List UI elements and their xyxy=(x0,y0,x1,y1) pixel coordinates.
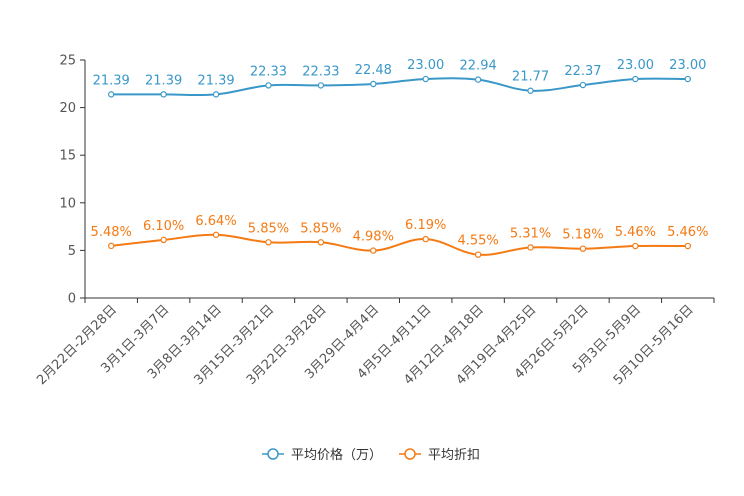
data-label-discount: 5.85% xyxy=(300,221,341,236)
y-tick-label: 15 xyxy=(59,149,76,164)
data-point-price[interactable] xyxy=(317,82,325,89)
data-label-discount: 4.98% xyxy=(353,230,394,245)
data-point-price[interactable] xyxy=(370,80,377,88)
data-label-discount: 5.18% xyxy=(562,228,603,243)
data-label-discount: 5.46% xyxy=(615,225,656,240)
data-point-price[interactable] xyxy=(527,87,534,94)
data-label-price: 23.00 xyxy=(669,58,706,73)
data-point-discount[interactable] xyxy=(265,239,272,246)
data-label-discount: 4.55% xyxy=(457,234,498,249)
y-tick-label: 20 xyxy=(59,101,76,116)
legend-marker-discount xyxy=(404,448,416,460)
data-label-discount: 5.46% xyxy=(667,225,708,240)
data-label-discount: 5.85% xyxy=(248,221,289,236)
data-label-price: 22.48 xyxy=(355,63,392,78)
data-label-price: 22.37 xyxy=(564,64,601,79)
data-point-discount[interactable] xyxy=(684,242,691,250)
data-label-price: 22.94 xyxy=(460,59,497,74)
data-point-discount[interactable] xyxy=(527,244,534,251)
data-label-price: 21.77 xyxy=(512,70,549,85)
data-label-price: 23.00 xyxy=(407,58,444,73)
data-point-discount[interactable] xyxy=(632,242,639,250)
data-point-discount[interactable] xyxy=(370,247,377,254)
data-point-discount[interactable] xyxy=(474,251,482,258)
data-point-price[interactable] xyxy=(422,75,429,83)
y-tick-label: 0 xyxy=(68,292,76,307)
legend-label-discount[interactable]: 平均折扣 xyxy=(428,448,480,463)
legend-marker-price xyxy=(267,448,279,460)
y-tick-label: 10 xyxy=(59,196,76,211)
series-line-discount xyxy=(111,233,688,256)
data-label-discount: 5.48% xyxy=(91,225,132,240)
data-point-discount[interactable] xyxy=(579,245,587,252)
data-label-discount: 6.64% xyxy=(195,214,236,229)
legend-label-price[interactable]: 平均价格（万） xyxy=(291,447,382,463)
data-point-price[interactable] xyxy=(684,75,691,83)
data-point-discount[interactable] xyxy=(317,239,325,246)
y-tick-label: 5 xyxy=(68,244,76,259)
data-label-price: 21.39 xyxy=(93,73,130,88)
data-label-price: 22.33 xyxy=(250,64,287,79)
data-point-price[interactable] xyxy=(474,76,482,83)
data-label-discount: 5.31% xyxy=(510,226,551,241)
data-point-discount[interactable] xyxy=(160,236,167,244)
data-point-price[interactable] xyxy=(212,91,220,98)
data-label-discount: 6.10% xyxy=(143,219,184,234)
y-tick-label: 25 xyxy=(59,54,76,69)
data-point-discount[interactable] xyxy=(212,231,220,238)
data-label-price: 21.39 xyxy=(145,73,182,88)
data-point-price[interactable] xyxy=(579,81,587,89)
data-point-price[interactable] xyxy=(632,75,639,83)
data-point-discount[interactable] xyxy=(422,235,429,243)
data-label-price: 22.33 xyxy=(302,64,339,79)
data-point-price[interactable] xyxy=(265,82,272,89)
data-label-price: 23.00 xyxy=(617,58,654,73)
data-point-price[interactable] xyxy=(160,91,167,98)
data-label-price: 21.39 xyxy=(197,73,234,88)
data-point-discount[interactable] xyxy=(108,242,115,250)
data-point-price[interactable] xyxy=(108,91,115,98)
series-line-price xyxy=(111,77,688,97)
data-label-discount: 6.19% xyxy=(405,218,446,233)
